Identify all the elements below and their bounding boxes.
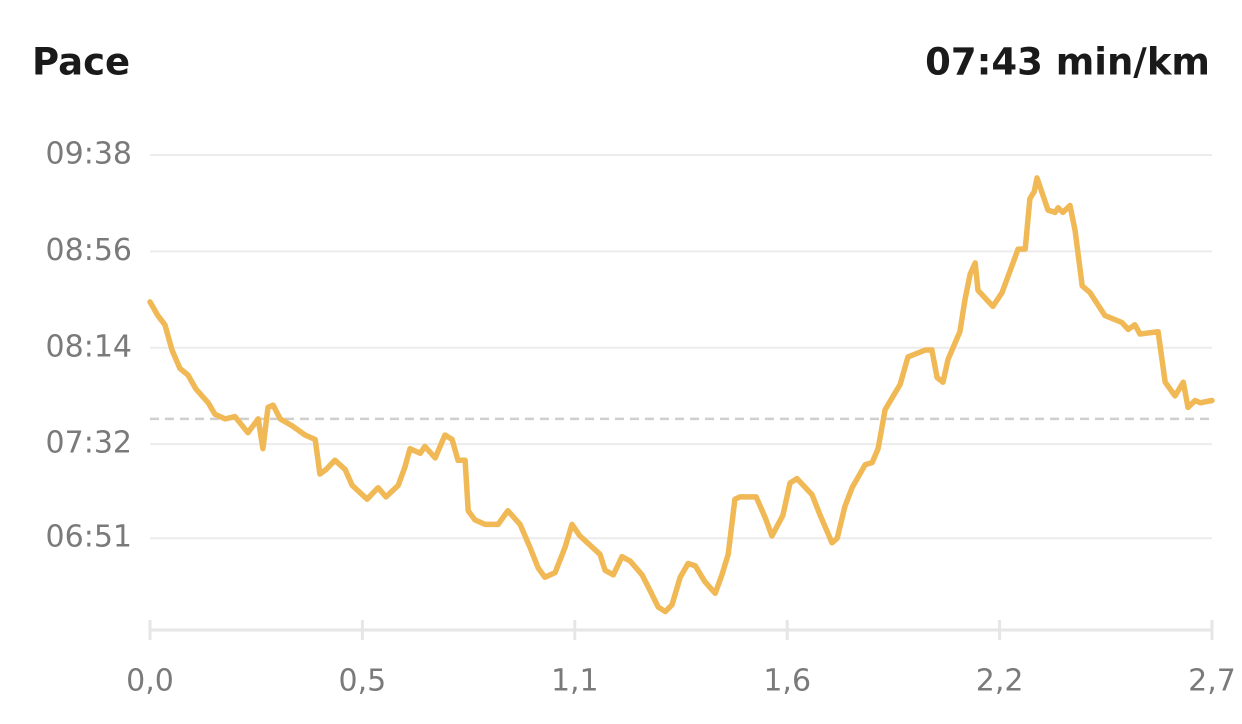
- x-tick-label: 0,0: [126, 664, 174, 699]
- y-tick-label: 09:38: [46, 137, 132, 172]
- x-tick-label: 2,7: [1188, 664, 1236, 699]
- y-tick-label: 08:14: [46, 329, 132, 364]
- x-tick-label: 1,6: [763, 664, 811, 699]
- x-tick-label: 0,5: [339, 664, 387, 699]
- y-tick-label: 08:56: [46, 233, 132, 268]
- y-tick-label: 07:32: [46, 426, 132, 461]
- average-pace: 07:43 min/km: [925, 41, 1210, 84]
- chart-title: Pace: [32, 41, 130, 84]
- pace-line: [147, 175, 1215, 615]
- x-tick-label: 1,1: [551, 664, 599, 699]
- x-tick-label: 2,2: [976, 664, 1024, 699]
- y-tick-label: 06:51: [46, 520, 132, 555]
